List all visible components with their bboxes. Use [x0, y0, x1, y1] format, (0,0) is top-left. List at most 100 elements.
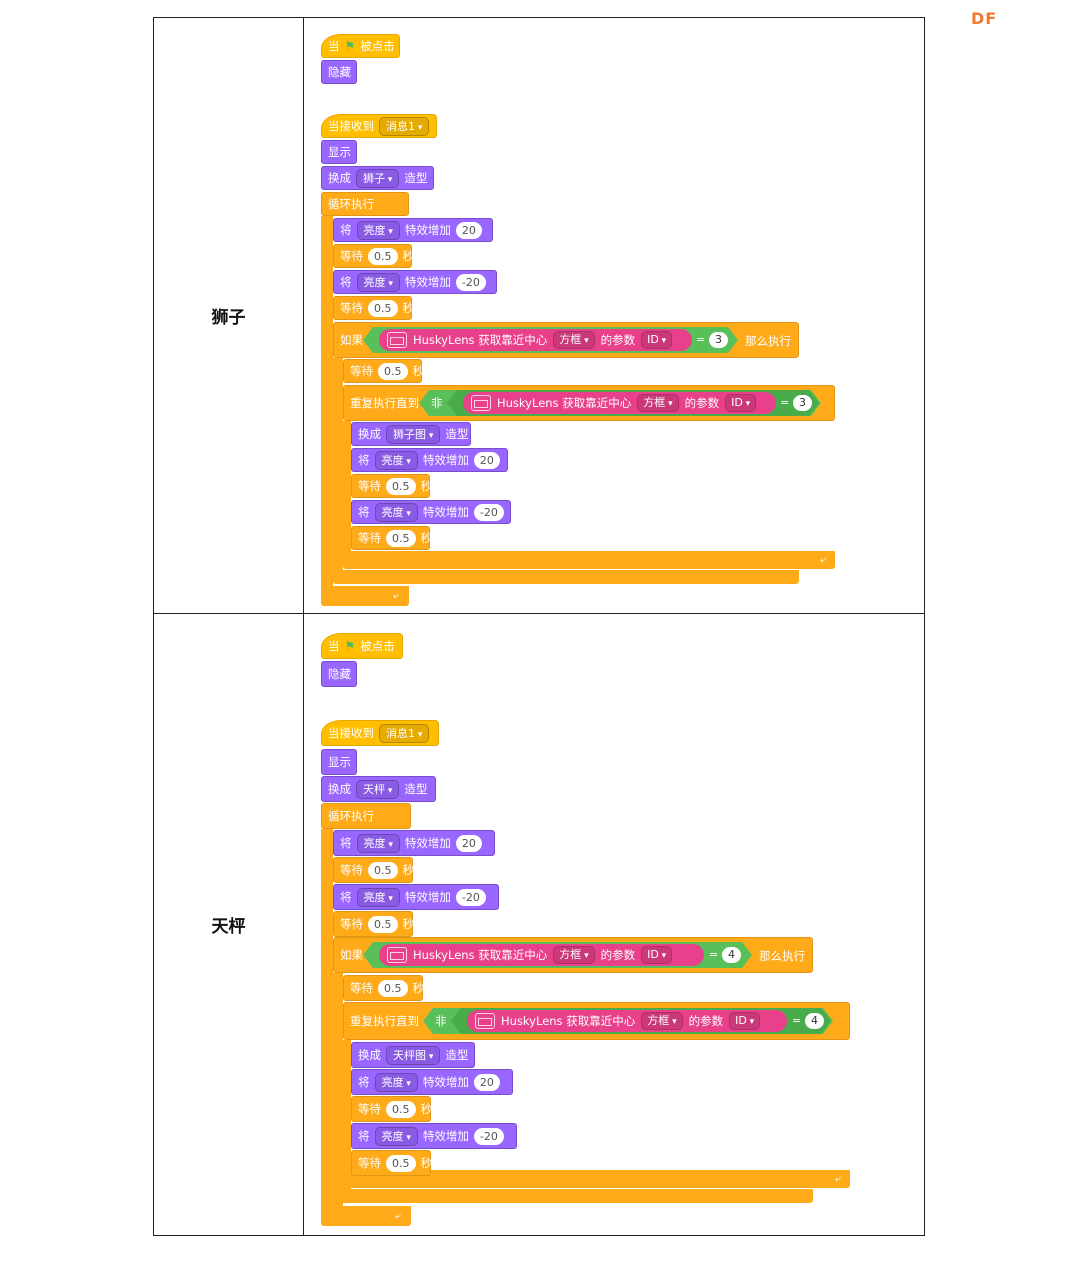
huskylens-reporter[interactable]: HuskyLens 获取靠近中心 方框 的参数 ID	[467, 1010, 787, 1032]
effect-dropdown[interactable]: 亮度	[374, 1126, 418, 1146]
change-effect-block[interactable]: 将 亮度 特效增加 20	[351, 1069, 513, 1095]
block-text: 等待	[358, 1102, 381, 1116]
message-dropdown[interactable]: 消息1	[379, 723, 430, 743]
id-dropdown[interactable]: ID	[641, 946, 673, 964]
id-dropdown[interactable]: ID	[641, 331, 673, 349]
box-dropdown[interactable]: 方框	[641, 1012, 683, 1030]
hide-block[interactable]: 隐藏	[321, 60, 357, 84]
wait-block[interactable]: 等待 0.5 秒	[333, 857, 414, 883]
wait-value[interactable]: 0.5	[368, 247, 398, 265]
wait-block[interactable]: 等待 0.5 秒	[343, 359, 425, 383]
compare-value[interactable]: 3	[709, 332, 728, 348]
change-effect-block[interactable]: 将 亮度 特效增加 -20	[333, 270, 497, 294]
switch-costume-block[interactable]: 换成 天枰 造型	[321, 776, 436, 802]
effect-dropdown[interactable]: 亮度	[374, 1072, 418, 1092]
when-receive-block[interactable]: 当接收到 消息1	[321, 720, 439, 746]
wait-value[interactable]: 0.5	[386, 1154, 416, 1172]
forever-bottom: ⤶	[321, 1206, 411, 1226]
huskylens-reporter[interactable]: HuskyLens 获取靠近中心 方框 的参数 ID	[379, 944, 704, 966]
message-dropdown[interactable]: 消息1	[379, 116, 430, 136]
block-text: 等待	[340, 917, 363, 931]
effect-value[interactable]: 20	[473, 451, 500, 469]
change-effect-block[interactable]: 将 亮度 特效增加 20	[351, 448, 508, 472]
wait-value[interactable]: 0.5	[368, 861, 398, 879]
wait-block[interactable]: 等待 0.5 秒	[333, 911, 414, 937]
effect-dropdown[interactable]: 亮度	[356, 220, 400, 240]
box-dropdown[interactable]: 方框	[553, 946, 595, 964]
switch-costume-block[interactable]: 换成 天枰图 造型	[351, 1042, 475, 1068]
compare-value[interactable]: 4	[722, 947, 741, 963]
block-text: 等待	[340, 301, 363, 315]
wait-block[interactable]: 等待 0.5 秒	[351, 1096, 433, 1122]
effect-value[interactable]: 20	[455, 834, 482, 852]
effect-dropdown[interactable]: 亮度	[356, 887, 400, 907]
effect-dropdown[interactable]: 亮度	[374, 450, 418, 470]
effect-value[interactable]: 20	[473, 1073, 500, 1091]
block-text: 那么执行	[745, 334, 791, 348]
change-effect-block[interactable]: 将 亮度 特效增加 -20	[333, 884, 499, 910]
table-row: 狮子 当 ⚑ 被点击 隐藏 当接收到 消息1 显示	[154, 18, 924, 614]
when-flag-clicked-block[interactable]: 当 ⚑ 被点击	[321, 633, 403, 659]
change-effect-block[interactable]: 将 亮度 特效增加 20	[333, 830, 495, 856]
effect-dropdown[interactable]: 亮度	[356, 833, 400, 853]
block-text: 当	[328, 39, 340, 53]
forever-arm	[321, 216, 333, 586]
wait-value[interactable]: 0.5	[378, 979, 408, 997]
switch-costume-block[interactable]: 换成 狮子图 造型	[351, 422, 471, 446]
effect-value[interactable]: -20	[473, 503, 504, 521]
block-text: 秒	[420, 1102, 433, 1116]
id-dropdown[interactable]: ID	[725, 394, 757, 412]
block-text: 换成	[328, 171, 351, 185]
wait-value[interactable]: 0.5	[378, 362, 408, 380]
when-flag-clicked-block[interactable]: 当 ⚑ 被点击	[321, 34, 400, 58]
scratch-code-area: 当 ⚑ 被点击 隐藏 当接收到 消息1 显示 换成 天枰 造型	[304, 614, 924, 1235]
change-effect-block[interactable]: 将 亮度 特效增加 20	[333, 218, 493, 242]
show-block[interactable]: 显示	[321, 749, 357, 775]
hide-block[interactable]: 隐藏	[321, 661, 357, 687]
effect-value[interactable]: 20	[455, 221, 482, 239]
effect-value[interactable]: -20	[473, 1127, 504, 1145]
forever-block[interactable]: 循环执行	[321, 192, 409, 216]
wait-value[interactable]: 0.5	[368, 915, 398, 933]
change-effect-block[interactable]: 将 亮度 特效增加 -20	[351, 1123, 517, 1149]
effect-dropdown[interactable]: 亮度	[374, 502, 418, 522]
wait-value[interactable]: 0.5	[386, 1100, 416, 1118]
costume-dropdown[interactable]: 狮子图	[386, 424, 441, 444]
compare-value[interactable]: 3	[793, 395, 812, 411]
effect-value[interactable]: -20	[455, 888, 486, 906]
block-text: 非	[431, 396, 443, 410]
id-dropdown[interactable]: ID	[729, 1012, 761, 1030]
wait-value[interactable]: 0.5	[386, 529, 416, 547]
box-dropdown[interactable]: 方框	[637, 394, 679, 412]
huskylens-reporter[interactable]: HuskyLens 获取靠近中心 方框 的参数 ID	[463, 392, 776, 414]
block-text: 秒	[420, 531, 433, 545]
wait-block[interactable]: 等待 0.5 秒	[333, 296, 414, 320]
wait-block[interactable]: 等待 0.5 秒	[351, 1150, 432, 1176]
repeat-arm	[343, 1040, 351, 1190]
block-text: 秒	[412, 364, 425, 378]
effect-dropdown[interactable]: 亮度	[356, 272, 400, 292]
wait-block[interactable]: 等待 0.5 秒	[351, 526, 433, 550]
costume-dropdown[interactable]: 天枰	[356, 779, 400, 799]
repeat-bottom: ⤶	[343, 1170, 850, 1188]
change-effect-block[interactable]: 将 亮度 特效增加 -20	[351, 500, 511, 524]
wait-block[interactable]: 等待 0.5 秒	[343, 975, 424, 1001]
costume-dropdown[interactable]: 天枰图	[386, 1045, 441, 1065]
box-dropdown[interactable]: 方框	[553, 331, 595, 349]
effect-value[interactable]: -20	[455, 273, 486, 291]
switch-costume-block[interactable]: 换成 狮子 造型	[321, 166, 434, 190]
when-receive-block[interactable]: 当接收到 消息1	[321, 114, 437, 138]
compare-value[interactable]: 4	[805, 1013, 824, 1029]
wait-value[interactable]: 0.5	[368, 299, 398, 317]
show-block[interactable]: 显示	[321, 140, 357, 164]
block-text: 将	[340, 836, 352, 850]
wait-block[interactable]: 等待 0.5 秒	[351, 474, 432, 498]
costume-dropdown[interactable]: 狮子	[356, 168, 400, 188]
block-text: HuskyLens 获取靠近中心	[413, 948, 548, 962]
block-text: 特效增加	[422, 1075, 469, 1089]
huskylens-reporter[interactable]: HuskyLens 获取靠近中心 方框 的参数 ID	[379, 329, 692, 351]
wait-block[interactable]: 等待 0.5 秒	[333, 244, 414, 268]
forever-block[interactable]: 循环执行	[321, 803, 411, 829]
wait-value[interactable]: 0.5	[386, 477, 416, 495]
block-text: 将	[358, 505, 370, 519]
